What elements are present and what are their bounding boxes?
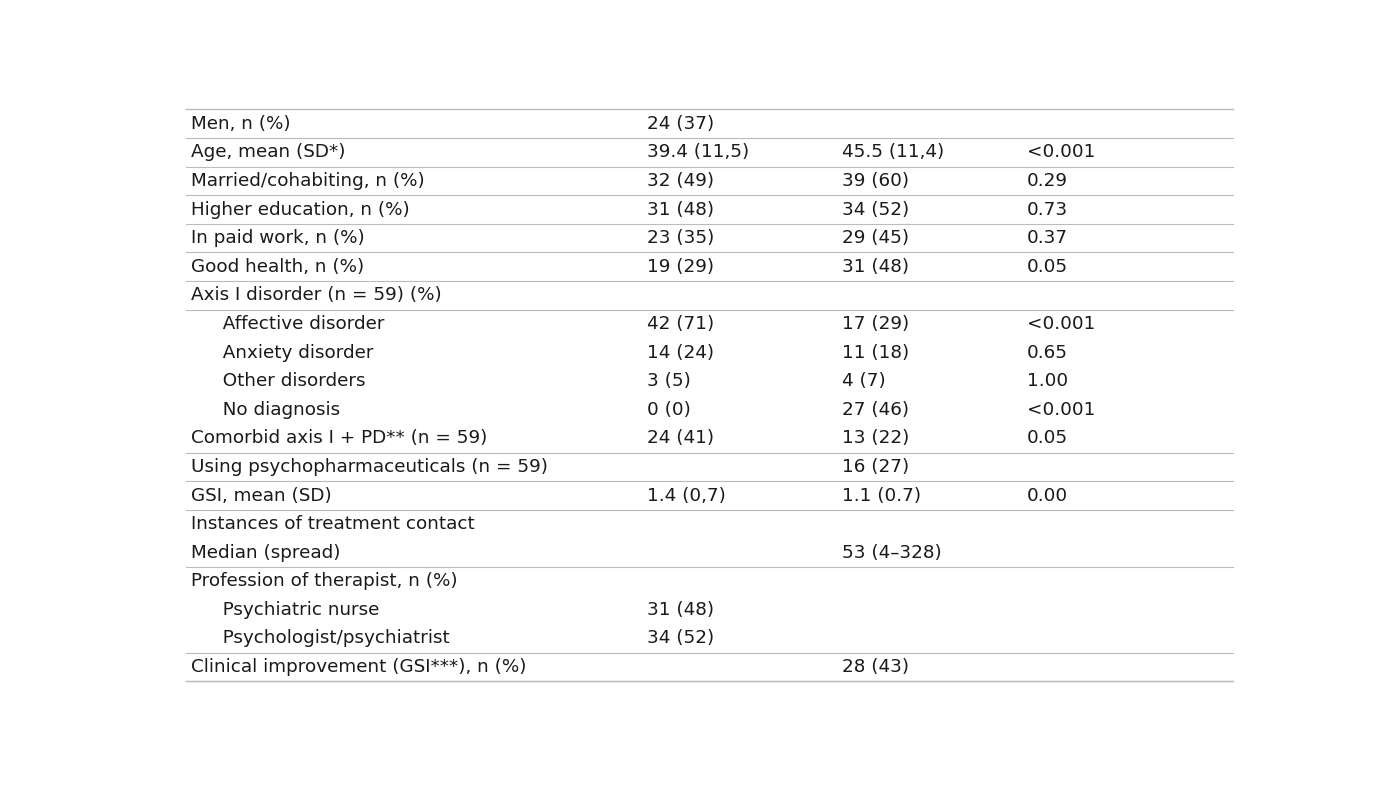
Text: 0.73: 0.73: [1026, 200, 1068, 219]
Text: 0.05: 0.05: [1026, 429, 1068, 447]
Text: 4 (7): 4 (7): [843, 372, 886, 390]
Text: Men, n (%): Men, n (%): [192, 115, 291, 133]
Text: <0.001: <0.001: [1026, 143, 1095, 161]
Text: 13 (22): 13 (22): [843, 429, 910, 447]
Text: 31 (48): 31 (48): [647, 200, 714, 219]
Text: Instances of treatment contact: Instances of treatment contact: [192, 515, 475, 533]
Text: Axis I disorder (n = 59) (%): Axis I disorder (n = 59) (%): [192, 286, 442, 304]
Text: <0.001: <0.001: [1026, 315, 1095, 333]
Text: 1.00: 1.00: [1026, 372, 1068, 390]
Text: 1.4 (0,7): 1.4 (0,7): [647, 487, 725, 505]
Text: Psychologist/psychiatrist: Psychologist/psychiatrist: [211, 630, 449, 648]
Text: 24 (37): 24 (37): [647, 115, 714, 133]
Text: Anxiety disorder: Anxiety disorder: [211, 343, 374, 362]
Text: Using psychopharmaceuticals (n = 59): Using psychopharmaceuticals (n = 59): [192, 458, 549, 476]
Text: No diagnosis: No diagnosis: [211, 401, 340, 419]
Text: 53 (4–328): 53 (4–328): [843, 544, 942, 562]
Text: 11 (18): 11 (18): [843, 343, 910, 362]
Text: 0 (0): 0 (0): [647, 401, 690, 419]
Text: 42 (71): 42 (71): [647, 315, 714, 333]
Text: In paid work, n (%): In paid work, n (%): [192, 230, 365, 247]
Text: 0.05: 0.05: [1026, 258, 1068, 276]
Text: Psychiatric nurse: Psychiatric nurse: [211, 601, 379, 619]
Text: 19 (29): 19 (29): [647, 258, 714, 276]
Text: 24 (41): 24 (41): [647, 429, 714, 447]
Text: <0.001: <0.001: [1026, 401, 1095, 419]
Text: 0.00: 0.00: [1026, 487, 1068, 505]
Text: 14 (24): 14 (24): [647, 343, 714, 362]
Text: 39 (60): 39 (60): [843, 172, 910, 190]
Text: Comorbid axis I + PD** (n = 59): Comorbid axis I + PD** (n = 59): [192, 429, 487, 447]
Text: 34 (52): 34 (52): [843, 200, 910, 219]
Text: 28 (43): 28 (43): [843, 658, 910, 676]
Text: GSI, mean (SD): GSI, mean (SD): [192, 487, 332, 505]
Text: 0.65: 0.65: [1026, 343, 1068, 362]
Text: Median (spread): Median (spread): [192, 544, 340, 562]
Text: 16 (27): 16 (27): [843, 458, 910, 476]
Text: 27 (46): 27 (46): [843, 401, 910, 419]
Text: 34 (52): 34 (52): [647, 630, 714, 648]
Text: 0.37: 0.37: [1026, 230, 1068, 247]
Text: Profession of therapist, n (%): Profession of therapist, n (%): [192, 572, 458, 590]
Text: 32 (49): 32 (49): [647, 172, 714, 190]
Text: Good health, n (%): Good health, n (%): [192, 258, 364, 276]
Text: Other disorders: Other disorders: [211, 372, 365, 390]
Text: Clinical improvement (GSI***), n (%): Clinical improvement (GSI***), n (%): [192, 658, 526, 676]
Text: 3 (5): 3 (5): [647, 372, 690, 390]
Text: Affective disorder: Affective disorder: [211, 315, 385, 333]
Text: 31 (48): 31 (48): [647, 601, 714, 619]
Text: 45.5 (11,4): 45.5 (11,4): [843, 143, 945, 161]
Text: 1.1 (0.7): 1.1 (0.7): [843, 487, 921, 505]
Text: Higher education, n (%): Higher education, n (%): [192, 200, 410, 219]
Text: 39.4 (11,5): 39.4 (11,5): [647, 143, 749, 161]
Text: 23 (35): 23 (35): [647, 230, 714, 247]
Text: Age, mean (SD*): Age, mean (SD*): [192, 143, 346, 161]
Text: Married/cohabiting, n (%): Married/cohabiting, n (%): [192, 172, 426, 190]
Text: 29 (45): 29 (45): [843, 230, 910, 247]
Text: 17 (29): 17 (29): [843, 315, 910, 333]
Text: 31 (48): 31 (48): [843, 258, 910, 276]
Text: 0.29: 0.29: [1026, 172, 1068, 190]
